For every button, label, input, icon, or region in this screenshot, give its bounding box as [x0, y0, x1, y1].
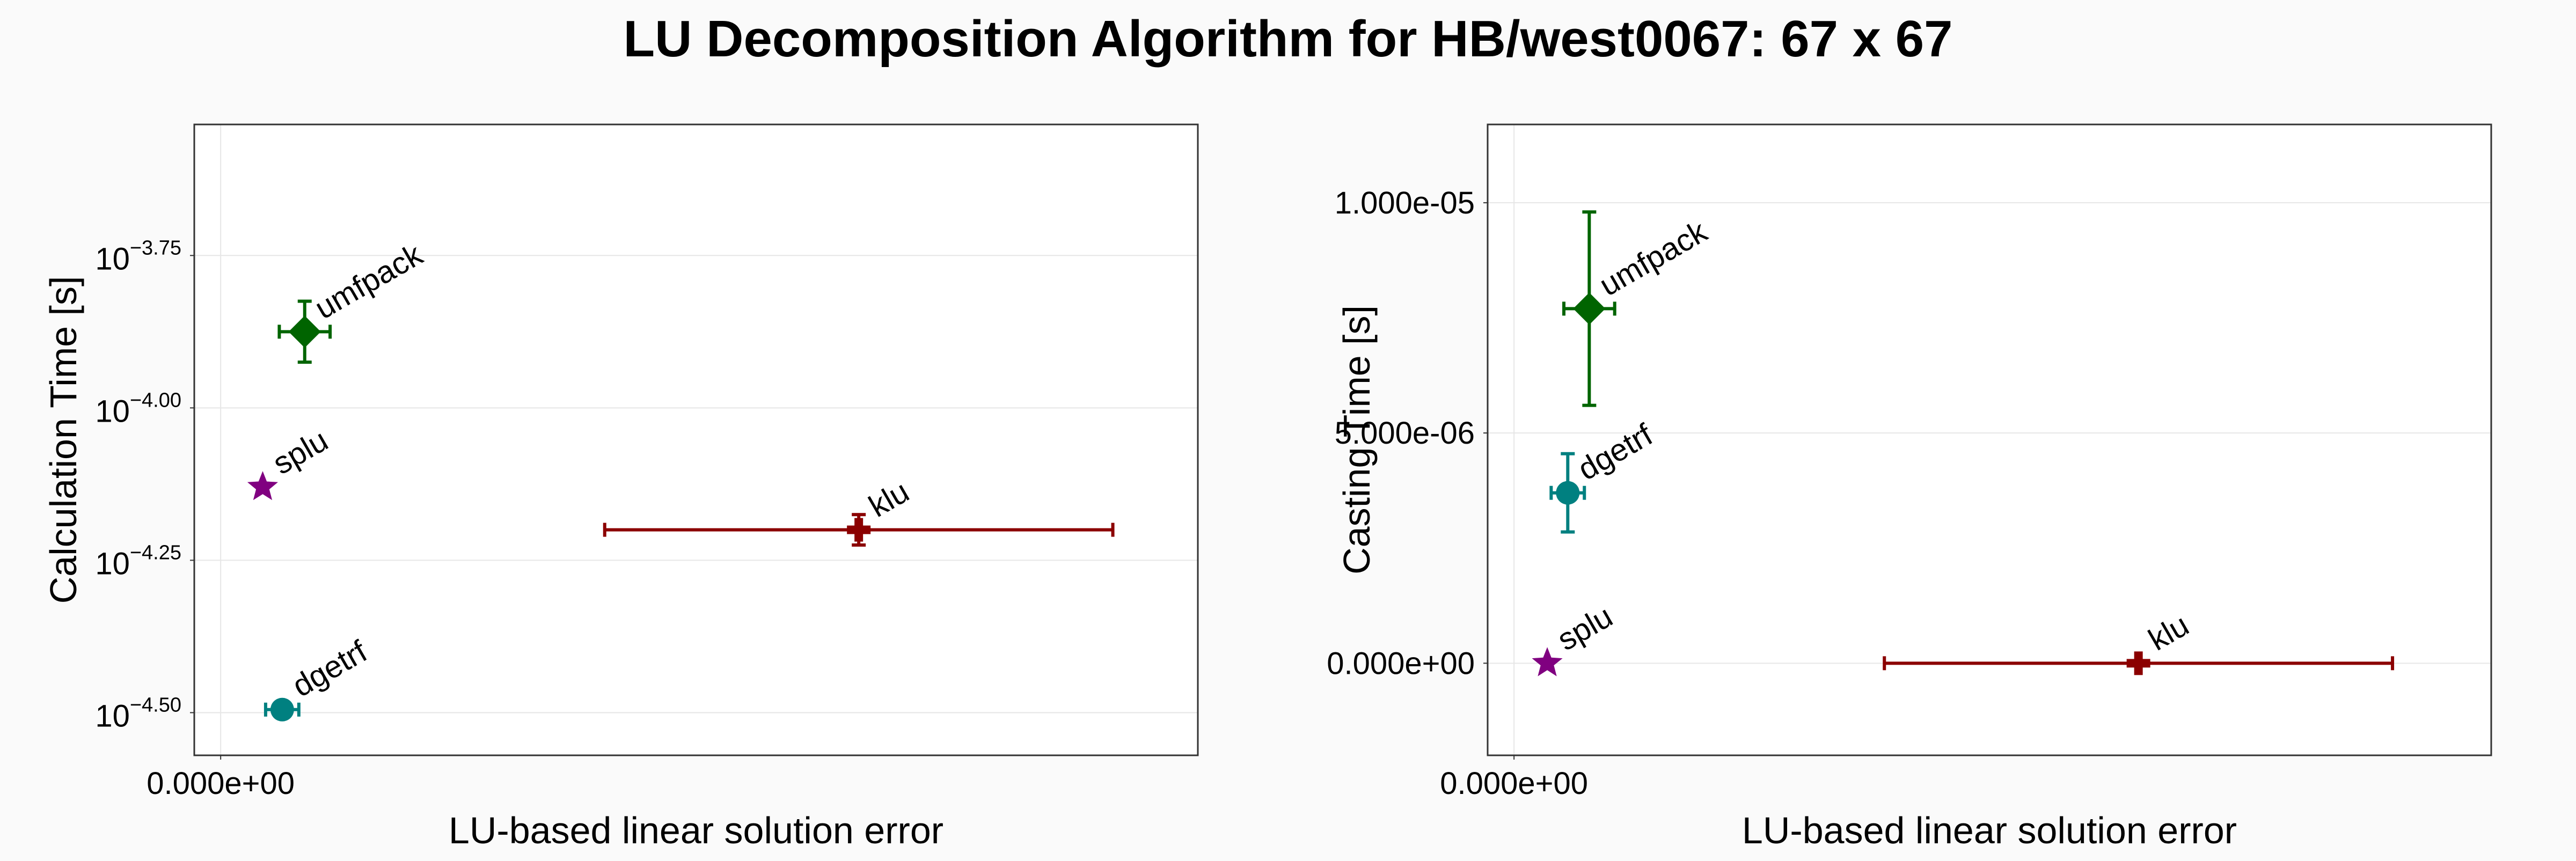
x-tick-label: 0.000e+00 [147, 766, 295, 801]
y-tick-label: 10−3.75 [95, 237, 181, 276]
data-point-diamond [1573, 292, 1606, 325]
data-point-cross [847, 518, 871, 542]
y-tick-label: 10−4.00 [95, 389, 181, 429]
data-point-star [247, 471, 278, 501]
data-point-diamond [288, 315, 321, 348]
y-tick-label-base: 10 [95, 546, 130, 581]
data-point-star [1532, 647, 1563, 676]
plot-frame [193, 123, 1199, 756]
data-point-cross [2126, 651, 2150, 675]
y-tick-label-exponent: −3.75 [130, 237, 181, 259]
panel-2: 0.000e+00 5.000e-06 1.000e-05 0.000e+00 LU-b… [1327, 123, 2492, 851]
data-point-circle [1556, 481, 1580, 505]
plot-area [194, 124, 1198, 755]
x-tick-label: 0.000e+00 [1440, 766, 1588, 801]
y-tick-label-exponent: −4.00 [130, 389, 181, 411]
y-tick-label: 1.000e-05 [1335, 186, 1475, 220]
y-tick-label-exponent: −4.50 [130, 694, 181, 716]
panel-1: 10−3.7510−4.0010−4.2510−4.500.000e+00LU-… [42, 123, 1199, 851]
y-tick-label: 10−4.50 [95, 694, 181, 733]
y-tick-label: 10−4.25 [95, 541, 181, 581]
x-axis-label: LU-based linear solution error [1742, 810, 2237, 851]
y-tick-label-base: 10 [95, 698, 130, 733]
plot-frame [1487, 123, 2492, 756]
y-tick-label-base: 10 [95, 241, 130, 276]
x-axis-label: LU-based linear solution error [449, 810, 943, 851]
plot-area [1488, 124, 2491, 755]
data-point-circle [270, 697, 294, 722]
y-tick-label: 5.000e-06 [1335, 416, 1475, 451]
chart-title: LU Decomposition Algorithm for HB/west00… [623, 10, 1953, 68]
y-tick-label-exponent: −4.25 [130, 541, 181, 564]
y-axis-label: Calculation Time [s] [42, 276, 84, 604]
y-tick-label-base: 10 [95, 394, 130, 429]
y-axis-label: Casting Time [s] [1336, 305, 1378, 575]
y-tick-label: 0.000e+00 [1327, 646, 1475, 681]
